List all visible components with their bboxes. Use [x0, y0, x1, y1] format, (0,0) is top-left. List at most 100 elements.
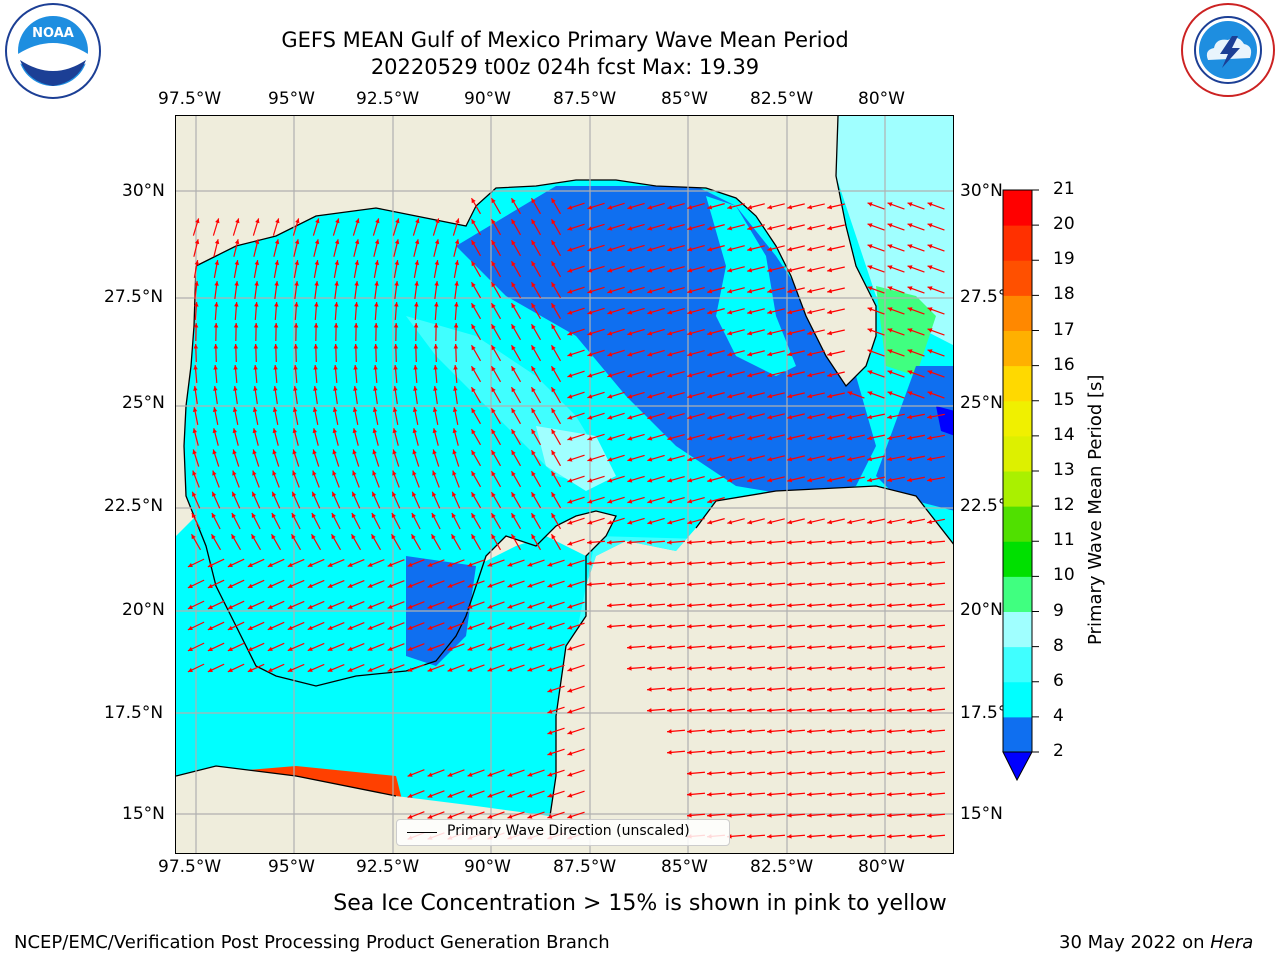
wave-direction-arrow	[273, 343, 279, 363]
wave-direction-arrow	[393, 239, 400, 257]
wave-direction-arrow	[192, 407, 199, 425]
wave-direction-arrow	[907, 370, 925, 378]
wave-direction-arrow	[666, 687, 686, 692]
wave-direction-arrow	[647, 454, 665, 462]
wave-direction-arrow	[291, 512, 301, 530]
wave-direction-arrow	[550, 365, 562, 383]
wave-direction-arrow	[312, 449, 320, 467]
wave-direction-arrow	[272, 449, 280, 467]
wave-direction-arrow	[707, 350, 725, 357]
wave-direction-arrow	[392, 218, 400, 236]
wave-direction-arrow	[647, 223, 665, 231]
wave-direction-arrow	[727, 203, 745, 210]
wave-direction-arrow	[746, 603, 766, 608]
wave-direction-arrow	[427, 811, 445, 819]
wave-direction-arrow	[234, 280, 239, 300]
wave-direction-arrow	[290, 533, 302, 551]
wave-direction-arrow	[726, 645, 746, 650]
wave-direction-arrow	[886, 561, 906, 566]
wave-direction-arrow	[313, 343, 319, 363]
wave-direction-arrow	[667, 517, 685, 525]
wave-direction-arrow	[372, 470, 380, 488]
wave-direction-arrow	[607, 517, 625, 525]
wave-direction-arrow	[727, 266, 745, 273]
wave-direction-arrow	[846, 813, 866, 818]
wave-direction-arrow	[353, 322, 359, 342]
wave-direction-arrow	[907, 202, 925, 210]
colorbar-tick-label: 6	[1053, 670, 1064, 691]
wave-direction-arrow	[806, 687, 826, 692]
wave-direction-arrow	[667, 391, 685, 399]
lon-label-bottom: 85°W	[661, 857, 708, 877]
lon-label-bottom: 87.5°W	[553, 857, 617, 877]
wave-direction-arrow	[726, 813, 746, 818]
wave-direction-arrow	[786, 645, 806, 650]
wave-direction-arrow	[886, 834, 906, 839]
wave-direction-arrow	[606, 624, 626, 629]
wave-direction-arrow	[767, 350, 785, 357]
wave-direction-arrow	[787, 455, 805, 462]
wave-direction-arrow	[786, 687, 806, 692]
wave-direction-arrow	[587, 454, 605, 462]
wave-direction-arrow	[826, 813, 846, 818]
wave-direction-arrow	[451, 491, 461, 509]
wave-direction-arrow	[886, 813, 906, 818]
wave-direction-arrow	[212, 407, 219, 425]
wave-direction-arrow	[487, 811, 505, 819]
wave-direction-arrow	[826, 750, 846, 755]
wave-direction-arrow	[806, 540, 826, 545]
wave-direction-arrow	[530, 512, 542, 530]
wave-direction-arrow	[726, 708, 746, 713]
wave-direction-arrow	[253, 239, 260, 257]
wave-direction-arrow	[766, 561, 786, 566]
wave-direction-arrow	[394, 301, 399, 321]
wave-direction-arrow	[627, 349, 645, 357]
wave-direction-arrow	[287, 558, 305, 568]
wave-direction-arrow	[347, 580, 365, 588]
wave-direction-arrow	[667, 475, 685, 483]
wave-direction-arrow	[646, 603, 666, 608]
wave-direction-arrow	[767, 413, 785, 420]
wave-direction-arrow	[447, 811, 465, 819]
wave-direction-arrow	[467, 643, 485, 651]
wave-direction-arrow	[667, 244, 685, 252]
wave-direction-arrow	[487, 790, 505, 798]
wave-direction-arrow	[192, 470, 200, 488]
wave-direction-arrow	[607, 475, 625, 483]
wave-direction-arrow	[567, 433, 585, 441]
wave-direction-arrow	[432, 470, 440, 488]
wave-direction-arrow	[470, 197, 482, 215]
wave-direction-arrow	[193, 343, 199, 363]
wave-direction-arrow	[827, 224, 845, 231]
date-text: 30 May 2022 on	[1059, 932, 1211, 953]
wave-direction-arrow	[827, 413, 845, 420]
wave-direction-arrow	[766, 750, 786, 755]
wave-direction-arrow	[294, 301, 299, 321]
wave-direction-arrow	[847, 413, 865, 420]
wave-direction-arrow	[846, 687, 866, 692]
wave-direction-arrow	[726, 729, 746, 734]
wave-direction-arrow	[786, 750, 806, 755]
wave-direction-arrow	[413, 239, 420, 257]
wave-direction-arrow	[587, 391, 605, 399]
wave-direction-arrow	[287, 663, 305, 673]
wave-direction-arrow	[747, 392, 765, 399]
wave-direction-arrow	[886, 645, 906, 650]
wave-direction-arrow	[313, 322, 319, 342]
wave-direction-arrow	[447, 580, 465, 588]
wave-direction-arrow	[550, 449, 562, 467]
wave-direction-arrow	[766, 582, 786, 587]
wave-direction-arrow	[926, 561, 946, 566]
wave-direction-arrow	[467, 601, 485, 609]
wave-direction-arrow	[470, 281, 482, 299]
wave-direction-arrow	[527, 643, 545, 651]
wave-direction-arrow	[272, 470, 280, 488]
wave-direction-arrow	[490, 533, 502, 551]
wave-direction-arrow	[433, 260, 440, 278]
wave-direction-arrow	[787, 434, 805, 441]
wave-direction-arrow	[667, 412, 685, 420]
wave-direction-arrow	[367, 664, 385, 672]
wave-direction-arrow	[411, 491, 421, 509]
wave-direction-arrow	[212, 218, 220, 236]
wave-direction-arrow	[567, 748, 585, 756]
